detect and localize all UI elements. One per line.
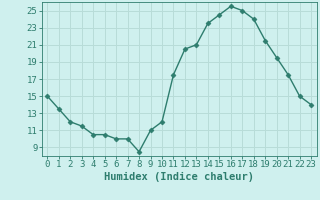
X-axis label: Humidex (Indice chaleur): Humidex (Indice chaleur) (104, 172, 254, 182)
